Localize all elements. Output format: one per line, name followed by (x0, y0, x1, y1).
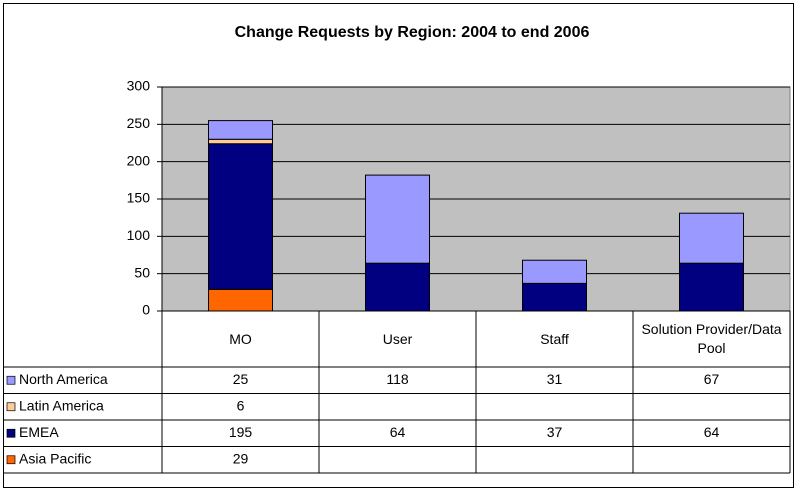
y-tick-label: 0 (142, 302, 150, 318)
legend-key (6, 375, 16, 385)
x-tick-label: MO (229, 330, 252, 347)
table-value: 118 (386, 371, 409, 387)
table-value: 64 (390, 424, 406, 440)
y-tick-label: 150 (127, 190, 151, 206)
legend-key (6, 455, 16, 465)
bar (208, 120, 273, 140)
legend-label: North America (19, 371, 108, 387)
table-value: 31 (547, 371, 563, 387)
legend-key (6, 402, 16, 412)
bar (365, 262, 430, 312)
y-tick-label: 200 (127, 152, 151, 168)
bar (208, 143, 273, 290)
table-value: 29 (233, 450, 249, 466)
table-value: 195 (229, 424, 253, 440)
legend-label: Asia Pacific (19, 450, 91, 466)
x-tick-label-box: Solution Provider/Data Pool (641, 321, 782, 356)
bar (522, 282, 587, 312)
chart-title: Change Requests by Region: 2004 to end 2… (235, 24, 590, 41)
x-tick-label-box: MO (229, 330, 252, 347)
bar (679, 262, 744, 312)
x-tick-label: Solution Provider/Data Pool (641, 321, 782, 356)
x-tick-label: User (382, 330, 413, 347)
x-tick-label-box: User (382, 330, 413, 347)
y-tick-label: 250 (127, 115, 151, 131)
legend-label: Latin America (19, 397, 104, 413)
table-value: 6 (237, 397, 245, 413)
y-tick-label: 300 (127, 78, 151, 94)
legend-label: EMEA (19, 424, 59, 440)
x-tick-label-box: Staff (540, 330, 569, 347)
y-tick-label: 100 (127, 227, 151, 243)
bar (208, 288, 273, 312)
bar (522, 259, 587, 284)
bar (679, 212, 744, 264)
y-tick-label: 50 (134, 264, 150, 280)
table-value: 25 (233, 371, 249, 387)
legend-key (6, 428, 16, 438)
bar (208, 138, 273, 145)
table-value: 64 (704, 424, 720, 440)
table-value: 67 (704, 371, 720, 387)
table-value: 37 (547, 424, 563, 440)
x-tick-label: Staff (540, 330, 569, 347)
bar (365, 174, 430, 264)
